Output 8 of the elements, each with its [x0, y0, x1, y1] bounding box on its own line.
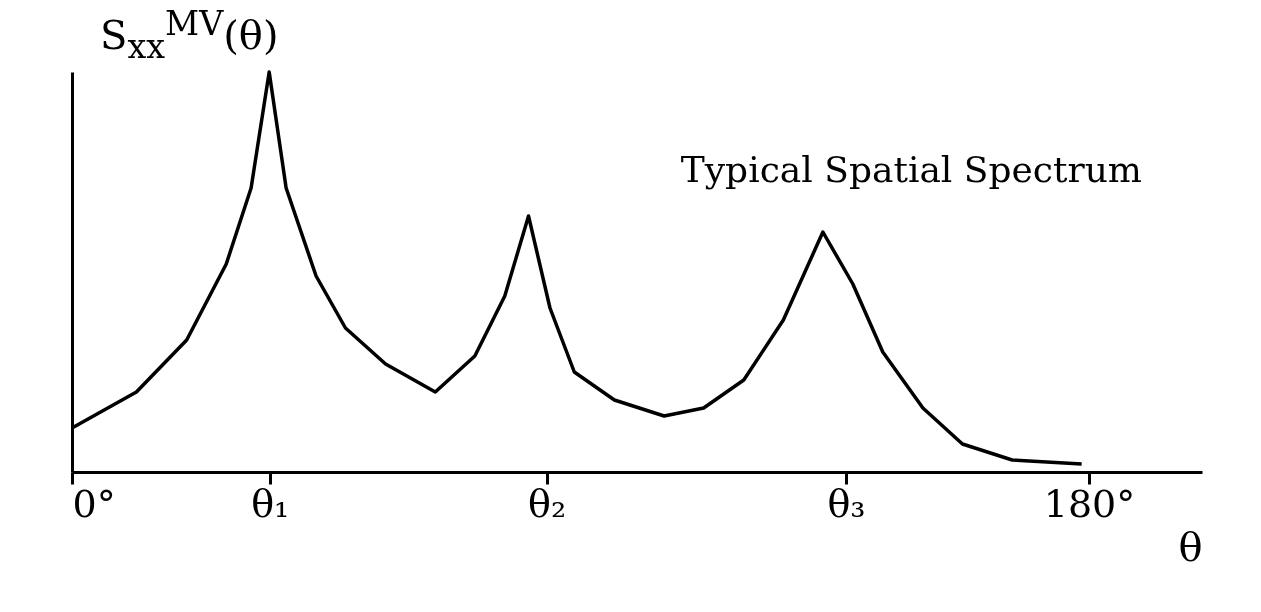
x-axis-title: θ: [1178, 523, 1203, 570]
text: Typical Spatial Spectrum: [680, 149, 1142, 191]
x-tick-label: 0°: [72, 481, 116, 526]
x-tick-label: θ₂: [528, 481, 567, 526]
x-tick-label: θ₃: [827, 481, 866, 526]
x-tick-label: θ₁: [251, 481, 290, 526]
y-axis-title: S$_{xx}$$^{MV}$(θ): [100, 4, 279, 67]
x-tick-label: 180°: [1043, 481, 1136, 526]
